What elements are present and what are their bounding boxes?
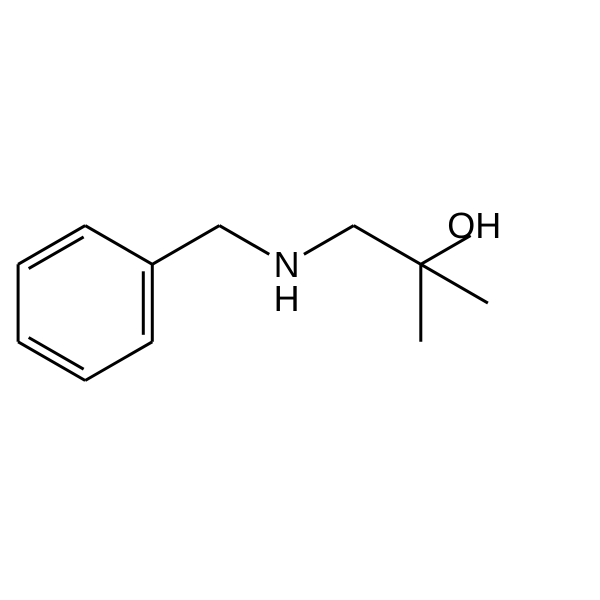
atom-label-O: OH bbox=[447, 205, 501, 246]
atom-label-N-sub: H bbox=[274, 278, 300, 319]
molecule-diagram: NHOH bbox=[0, 0, 600, 600]
